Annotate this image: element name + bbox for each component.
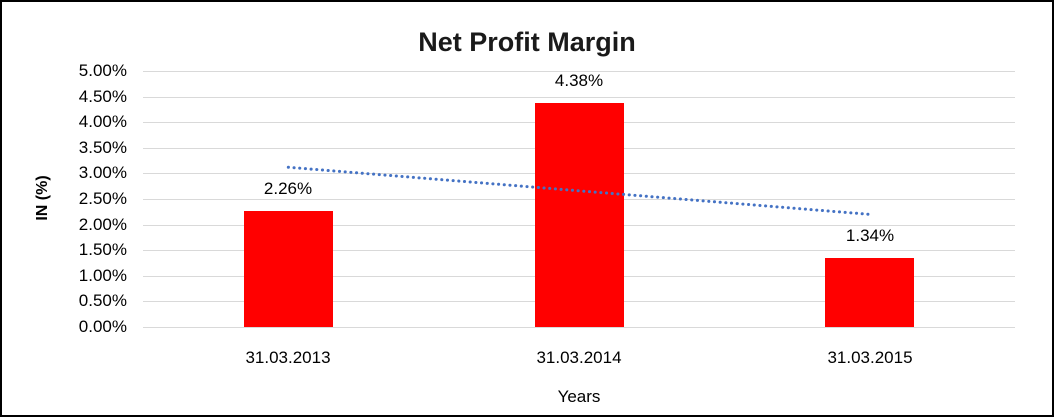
data-label: 4.38% [554,71,604,90]
x-tick-label: 31.03.2013 [245,348,331,367]
bar [535,103,624,327]
chart-title: Net Profit Margin [418,27,636,57]
x-tick-label: 31.03.2015 [827,348,913,367]
data-label: 2.26% [263,179,313,198]
y-tick-label: 0.00% [78,317,127,336]
gridline [143,97,1015,98]
y-tick-label: 1.50% [78,240,127,259]
x-axis-title: Years [557,387,601,406]
y-tick-label: 3.50% [78,138,127,157]
data-label: 1.34% [845,226,895,245]
bar [825,258,914,327]
y-tick-label: 4.00% [78,112,127,131]
y-tick-label: 0.50% [78,291,127,310]
y-tick-label: 2.00% [78,215,127,234]
y-tick-label: 1.00% [78,266,127,285]
y-tick-label: 4.50% [78,87,127,106]
x-tick-label: 31.03.2014 [536,348,622,367]
gridline [143,71,1015,72]
bar [244,211,333,327]
y-tick-label: 2.50% [78,189,127,208]
y-tick-label: 5.00% [78,61,127,80]
y-tick-label: 3.00% [78,163,127,182]
gridline [143,327,1015,328]
